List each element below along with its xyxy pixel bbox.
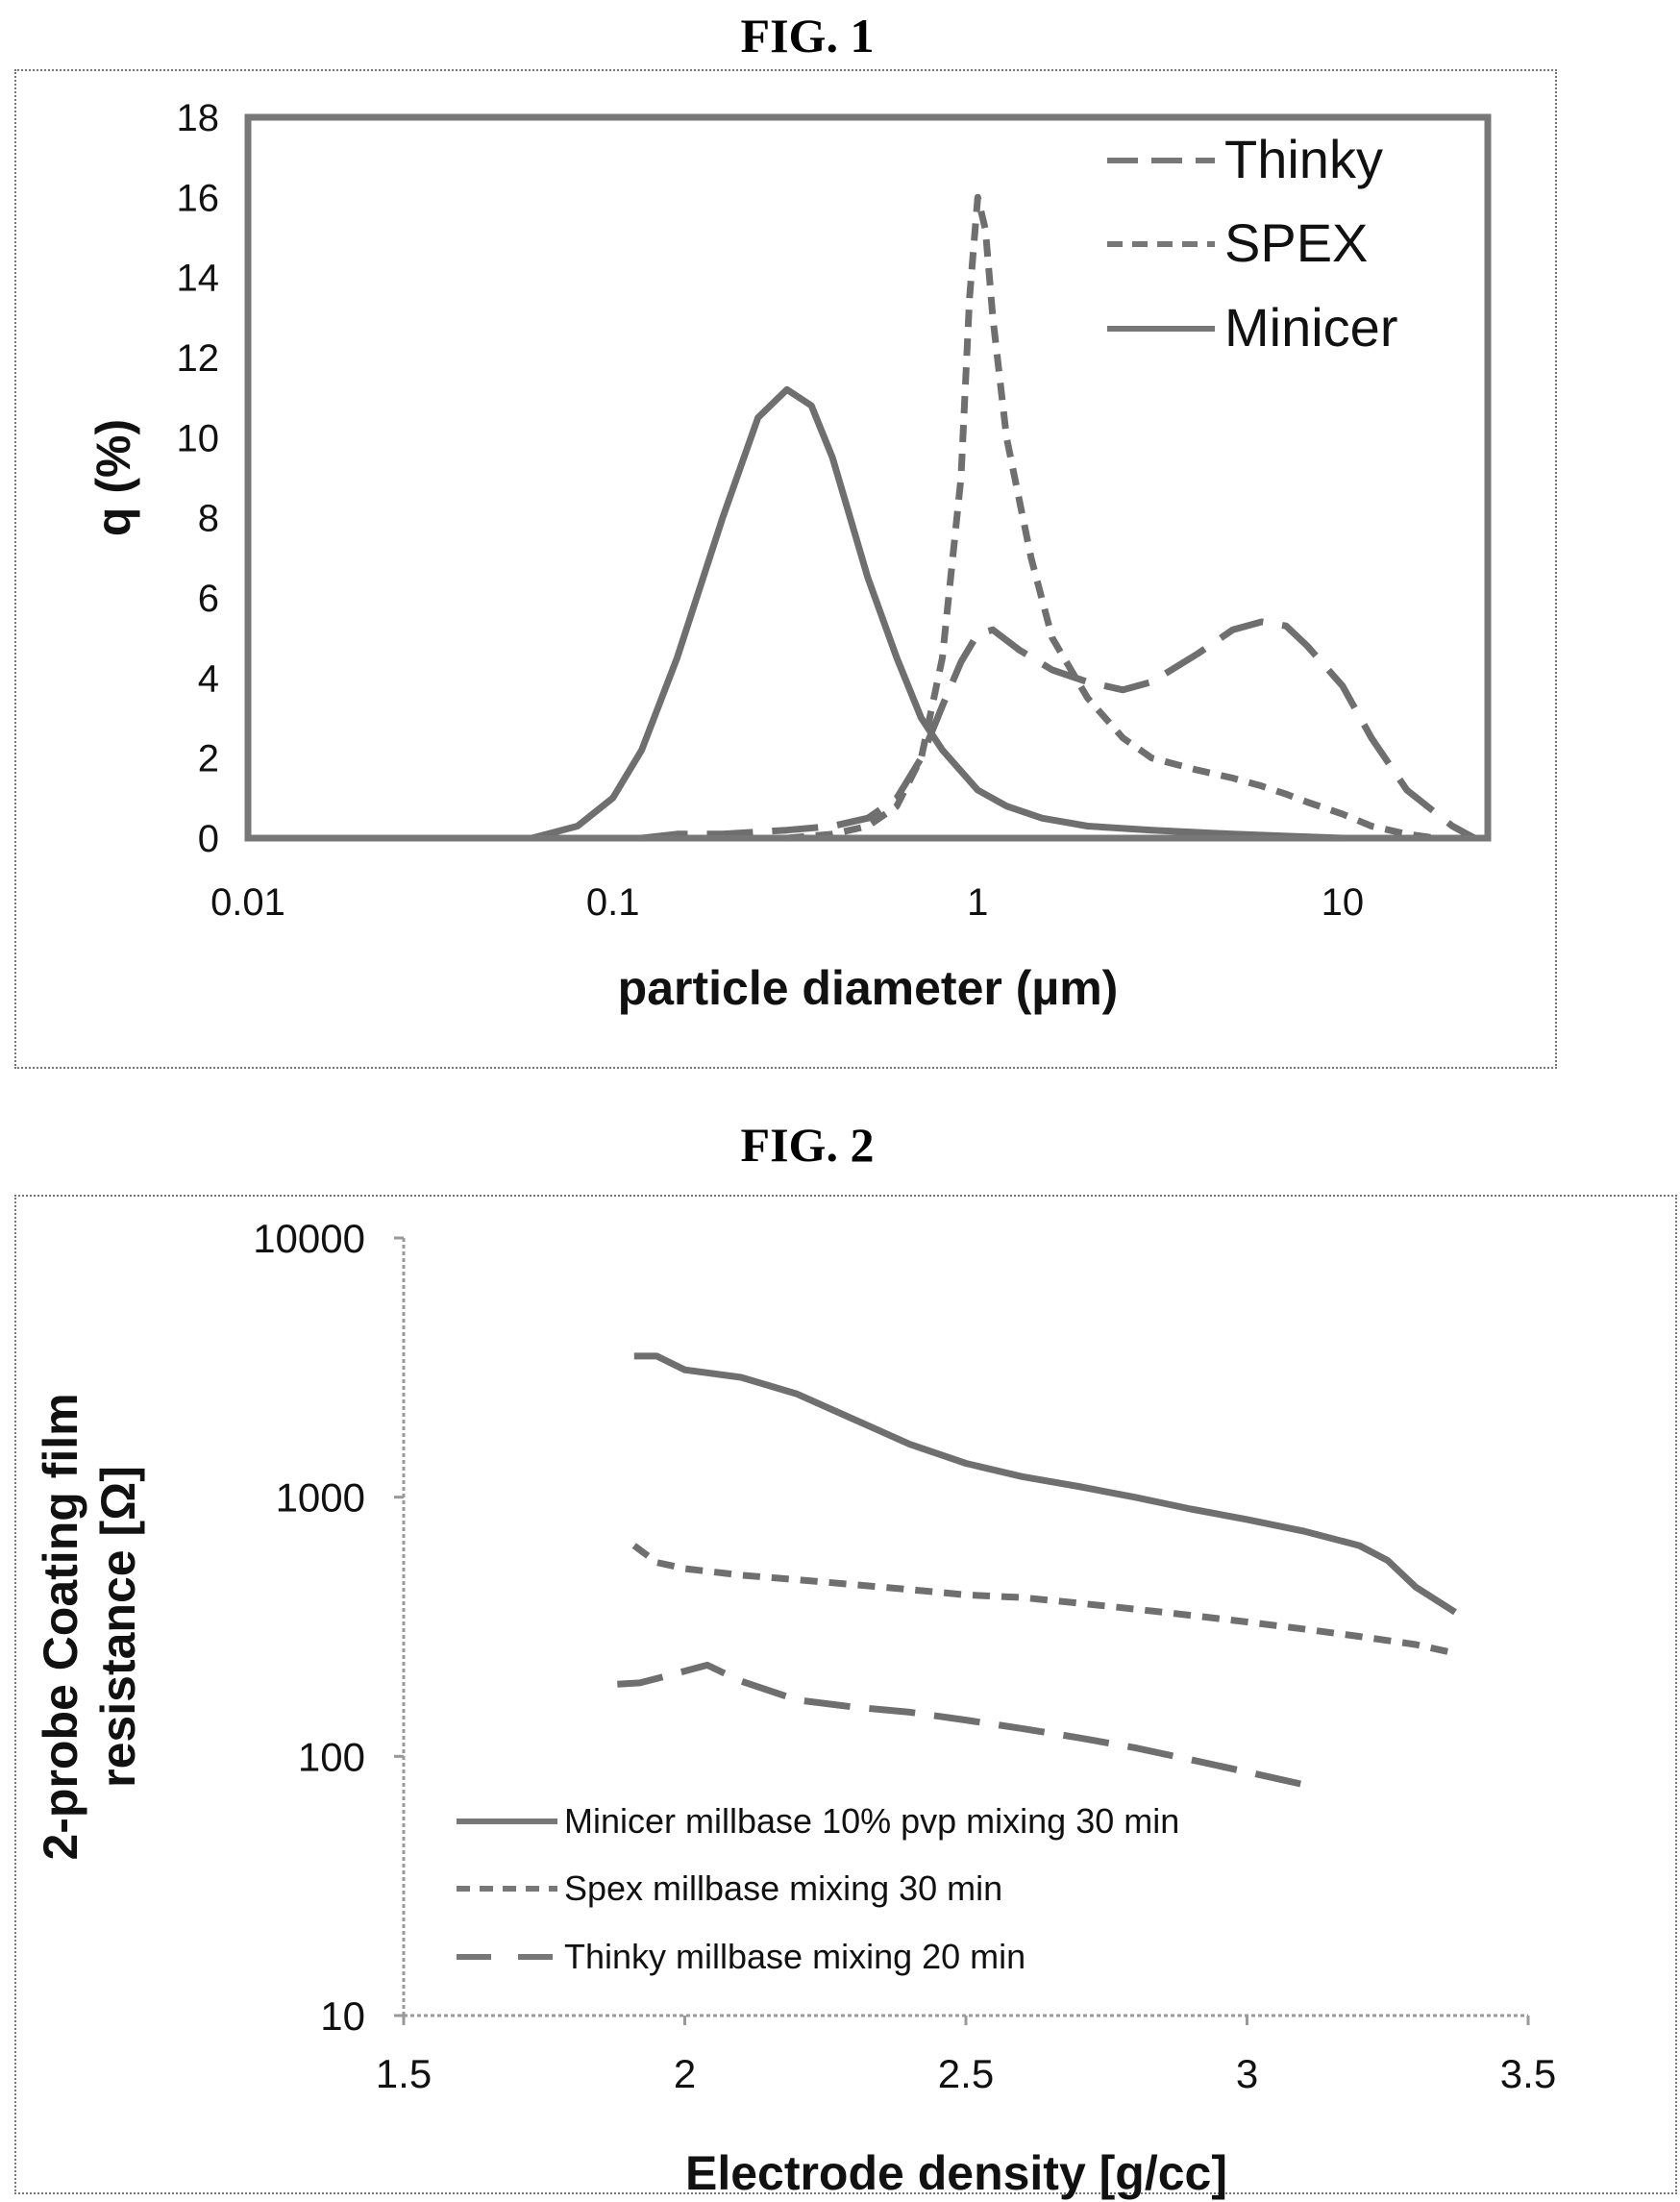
x-tick-label: 10 — [1322, 881, 1365, 924]
resistance-chart: 10 100 1000 10000 1.5 2 2.5 3 3.5 Electrode den… — [34, 1216, 1556, 2200]
y-tick-label: 4 — [198, 657, 219, 700]
y-tick-label: 6 — [198, 578, 219, 620]
legend-label-spex: Spex millbase mixing 30 min — [564, 1868, 1002, 1908]
y-axis-title-line-2: resistance [Ω] — [91, 1466, 145, 1788]
y-tick-label: 100 — [298, 1734, 365, 1779]
series-line-spex — [787, 197, 1436, 838]
y-tick-label: 18 — [177, 97, 220, 139]
y-tick-label: 10000 — [253, 1216, 365, 1261]
series-line-thinky — [617, 1665, 1309, 1786]
legend-label-thinky: Thinky — [1224, 129, 1383, 189]
y-tick-label: 10 — [177, 417, 220, 459]
legend-label-minicer: Minicer millbase 10% pvp mixing 30 min — [564, 1801, 1179, 1841]
y-tick-label: 1000 — [276, 1475, 365, 1521]
legend: Thinky SPEX Minicer — [1107, 129, 1397, 358]
legend-label-minicer: Minicer — [1224, 297, 1397, 358]
x-axis-title: particle diameter (µm) — [618, 961, 1119, 1015]
legend: Minicer millbase 10% pvp mixing 30 min S… — [457, 1801, 1179, 1976]
x-tick-label: 1 — [967, 881, 988, 924]
y-tick-label: 0 — [198, 818, 219, 860]
x-tick-label: 0.01 — [210, 881, 285, 924]
x-tick-label: 2.5 — [938, 2051, 994, 2096]
legend-label-thinky: Thinky millbase mixing 20 min — [564, 1937, 1025, 1976]
y-tick-label: 14 — [177, 258, 220, 300]
y-axis-title-line-1: 2-probe Coating film — [34, 1393, 87, 1860]
series-line-spex — [634, 1546, 1455, 1653]
x-tick-label: 3.5 — [1500, 2051, 1556, 2096]
y-axis-title: q (%) — [86, 419, 140, 536]
x-tick-label: 3 — [1236, 2051, 1258, 2096]
x-tick-label: 1.5 — [376, 2051, 432, 2096]
y-tick-label: 12 — [177, 337, 220, 380]
y-tick-label: 16 — [177, 177, 220, 219]
legend-label-spex: SPEX — [1224, 212, 1368, 273]
y-tick-label: 10 — [320, 1993, 365, 2039]
series-line-thinky — [642, 622, 1475, 838]
y-tick-label: 2 — [198, 738, 219, 780]
x-axis-title: Electrode density [g/cc] — [685, 2146, 1227, 2200]
x-tick-label: 2 — [674, 2051, 696, 2096]
y-tick-label: 8 — [198, 498, 219, 540]
series-line-minicer — [531, 389, 1343, 838]
particle-size-chart: 0 2 4 6 8 10 12 14 16 18 0.01 0.1 1 10 particle diam… — [86, 97, 1488, 1015]
x-tick-label: 0.1 — [586, 881, 640, 924]
